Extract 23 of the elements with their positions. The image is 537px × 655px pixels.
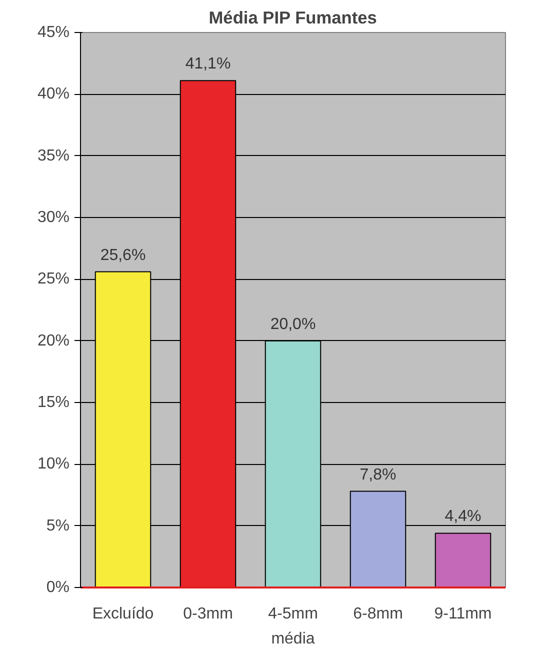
y-tick-label: 15%: [37, 394, 70, 411]
x-tick-label: 6-8mm: [353, 606, 403, 622]
x-axis-title: média: [271, 630, 315, 648]
y-tick-label: 20%: [37, 332, 70, 350]
x-tick-label: 4-5mm: [268, 606, 318, 622]
x-tick-label: 0-3mm: [183, 606, 233, 622]
y-tick-label: 25%: [37, 270, 70, 288]
y-tick-label: 40%: [37, 86, 70, 103]
y-tick-label: 5%: [46, 517, 70, 534]
x-tick-label: 9-11mm: [434, 606, 492, 622]
data-label: 25,6%: [100, 246, 146, 264]
data-label: 41,1%: [185, 56, 231, 73]
x-tick-label: Excluído: [92, 606, 154, 622]
bar: [434, 532, 492, 588]
data-label: 4,4%: [444, 508, 482, 526]
data-label: 20,0%: [270, 316, 316, 333]
chart-title: Média PIP Fumantes: [208, 8, 377, 28]
y-tick-label: 10%: [37, 456, 70, 473]
y-tick-label: 30%: [37, 209, 70, 226]
y-tick-label: 0%: [46, 579, 70, 596]
y-tick-label: 45%: [37, 24, 70, 41]
y-tick-label: 35%: [37, 147, 70, 164]
data-label: 7,8%: [360, 466, 396, 484]
